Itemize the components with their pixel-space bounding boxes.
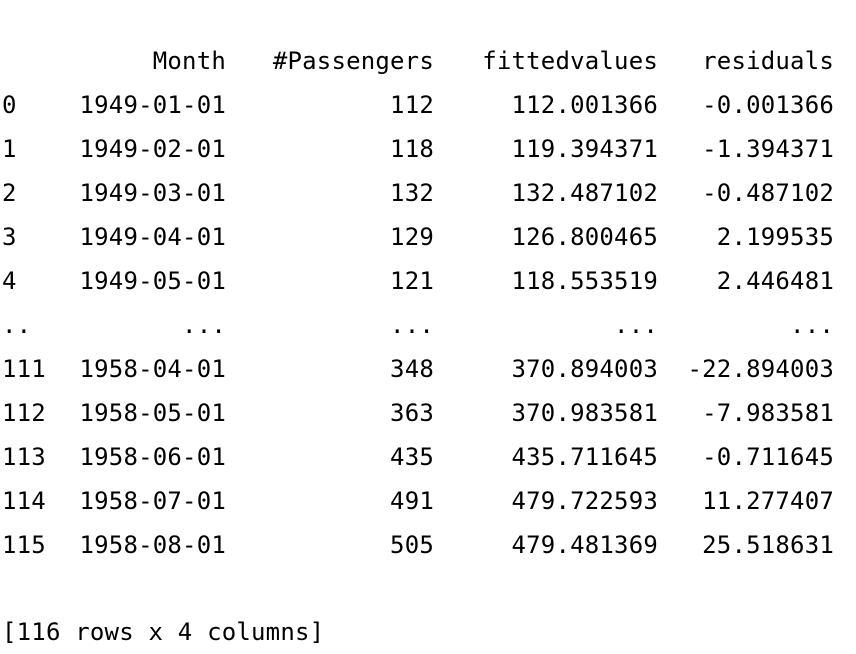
month-cell: 1949-01-01 <box>79 91 226 119</box>
month-cell: 1949-04-01 <box>79 223 226 251</box>
month-cell: 1958-05-01 <box>79 399 226 427</box>
fittedvalues-cell: 370.894003 <box>511 355 658 383</box>
ellipsis-row: .. ... ... ... ... <box>0 310 856 340</box>
residuals-cell: -7.983581 <box>702 399 834 427</box>
month-cell: ... <box>182 311 226 339</box>
fittedvalues-cell: 119.394371 <box>511 135 658 163</box>
fittedvalues-cell: 112.001366 <box>511 91 658 119</box>
row-index: 111 <box>2 355 46 383</box>
dataframe-shape-summary: [116 rows x 4 columns] <box>2 618 325 646</box>
fittedvalues-cell: 132.487102 <box>511 179 658 207</box>
month-cell: 1958-04-01 <box>79 355 226 383</box>
month-cell: 1958-07-01 <box>79 487 226 515</box>
month-cell: 1958-08-01 <box>79 531 226 559</box>
table-row: 112 1958-05-01 363 370.983581 -7.983581 <box>0 398 856 428</box>
passengers-cell: 348 <box>390 355 434 383</box>
table-row: 115 1958-08-01 505 479.481369 25.518631 <box>0 530 856 560</box>
month-cell: 1949-03-01 <box>79 179 226 207</box>
row-index: 0 <box>2 91 17 119</box>
residuals-cell: -0.001366 <box>702 91 834 119</box>
table-row: 113 1958-06-01 435 435.711645 -0.711645 <box>0 442 856 472</box>
table-row: 111 1958-04-01 348 370.894003 -22.894003 <box>0 354 856 384</box>
row-index: 112 <box>2 399 46 427</box>
fittedvalues-cell: ... <box>614 311 658 339</box>
table-row: 1 1949-02-01 118 119.394371 -1.394371 <box>0 134 856 164</box>
residuals-cell: 11.277407 <box>702 487 834 515</box>
residuals-cell: 2.199535 <box>716 223 834 251</box>
residuals-cell: ... <box>790 311 834 339</box>
row-index: 1 <box>2 135 17 163</box>
column-header-fittedvalues: fittedvalues <box>482 47 658 75</box>
passengers-cell: 112 <box>390 91 434 119</box>
passengers-cell: ... <box>390 311 434 339</box>
residuals-cell: -22.894003 <box>687 355 834 383</box>
row-index: 115 <box>2 531 46 559</box>
passengers-cell: 121 <box>390 267 434 295</box>
passengers-cell: 129 <box>390 223 434 251</box>
residuals-cell: -0.487102 <box>702 179 834 207</box>
table-row: 2 1949-03-01 132 132.487102 -0.487102 <box>0 178 856 208</box>
month-cell: 1949-02-01 <box>79 135 226 163</box>
passengers-cell: 363 <box>390 399 434 427</box>
table-row: 0 1949-01-01 112 112.001366 -0.001366 <box>0 90 856 120</box>
passengers-cell: 505 <box>390 531 434 559</box>
fittedvalues-cell: 479.722593 <box>511 487 658 515</box>
table-row: 114 1958-07-01 491 479.722593 11.277407 <box>0 486 856 516</box>
row-index: .. <box>2 311 32 339</box>
row-index: 2 <box>2 179 17 207</box>
fittedvalues-cell: 435.711645 <box>511 443 658 471</box>
header-row: Month #Passengers fittedvalues residuals <box>0 46 856 76</box>
table-row: 3 1949-04-01 129 126.800465 2.199535 <box>0 222 856 252</box>
column-header-passengers: #Passengers <box>272 47 434 75</box>
fittedvalues-cell: 479.481369 <box>511 531 658 559</box>
residuals-cell: 2.446481 <box>716 267 834 295</box>
row-index: 113 <box>2 443 46 471</box>
month-cell: 1949-05-01 <box>79 267 226 295</box>
passengers-cell: 491 <box>390 487 434 515</box>
row-index: 4 <box>2 267 17 295</box>
table-row: 4 1949-05-01 121 118.553519 2.446481 <box>0 266 856 296</box>
passengers-cell: 118 <box>390 135 434 163</box>
column-header-residuals: residuals <box>702 47 834 75</box>
fittedvalues-cell: 118.553519 <box>511 267 658 295</box>
row-index: 3 <box>2 223 17 251</box>
residuals-cell: -0.711645 <box>702 443 834 471</box>
fittedvalues-cell: 370.983581 <box>511 399 658 427</box>
passengers-cell: 132 <box>390 179 434 207</box>
residuals-cell: 25.518631 <box>702 531 834 559</box>
row-index: 114 <box>2 487 46 515</box>
month-cell: 1958-06-01 <box>79 443 226 471</box>
residuals-cell: -1.394371 <box>702 135 834 163</box>
passengers-cell: 435 <box>390 443 434 471</box>
fittedvalues-cell: 126.800465 <box>511 223 658 251</box>
column-header-month: Month <box>152 47 226 75</box>
